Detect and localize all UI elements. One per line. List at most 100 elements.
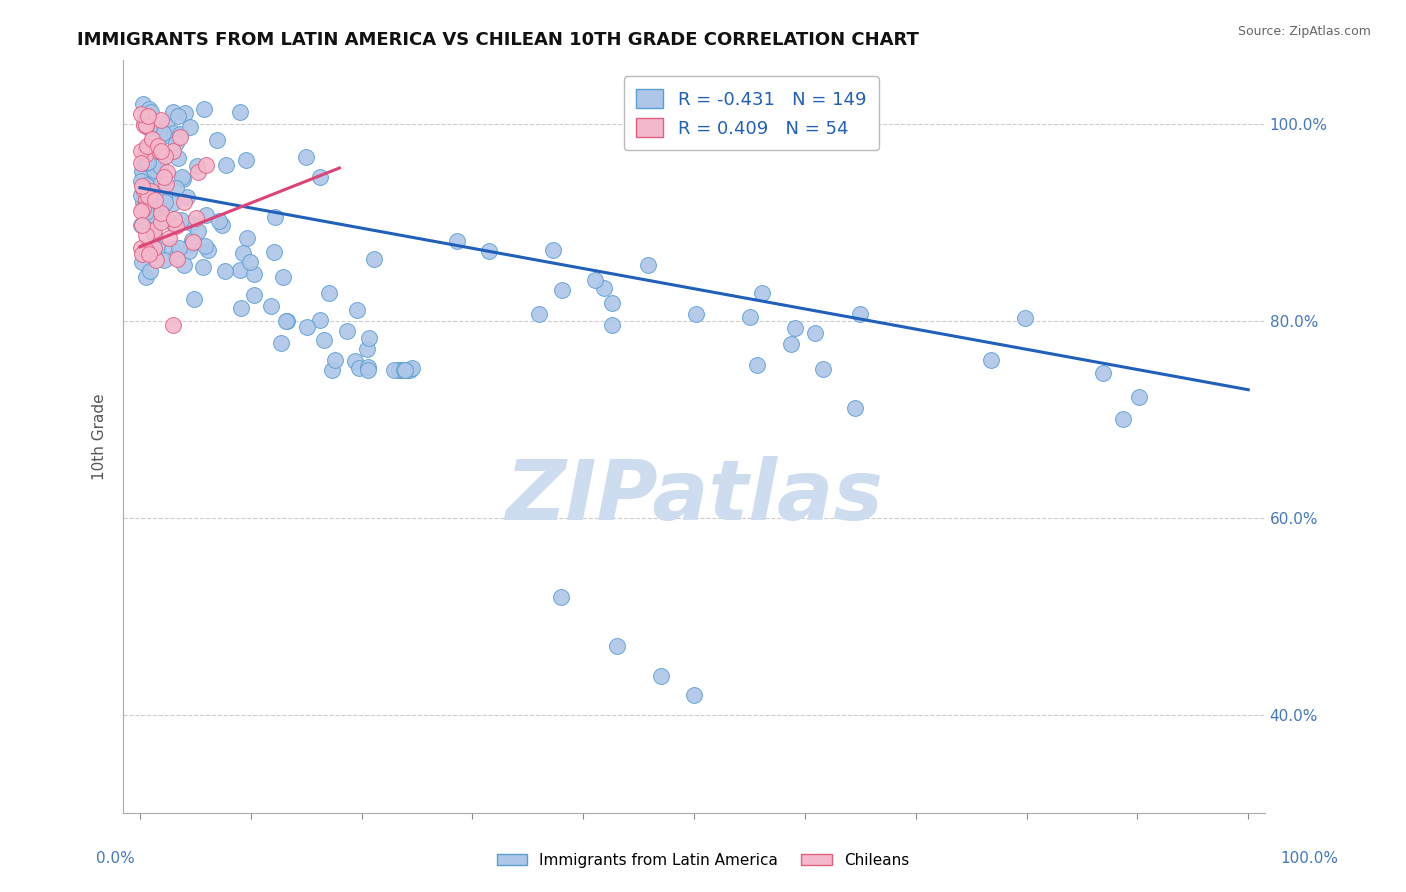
- Point: [382, 363, 405, 377]
- Point: [785, 320, 807, 334]
- Point: [148, 159, 170, 173]
- Point: [146, 242, 169, 256]
- Point: [263, 245, 285, 260]
- Point: [194, 238, 217, 252]
- Point: [131, 164, 153, 178]
- Point: [139, 105, 162, 120]
- Point: [135, 119, 157, 133]
- Point: [162, 215, 184, 229]
- Point: [165, 219, 187, 233]
- Point: [745, 358, 768, 372]
- Point: [388, 363, 411, 377]
- Point: [148, 194, 170, 209]
- Point: [318, 285, 340, 300]
- Point: [143, 163, 166, 178]
- Point: [172, 169, 194, 184]
- Point: [129, 144, 152, 158]
- Point: [131, 255, 153, 269]
- Text: 0.0%: 0.0%: [96, 852, 135, 866]
- Point: [146, 139, 169, 153]
- Point: [593, 281, 616, 295]
- Point: [583, 273, 606, 287]
- Point: [401, 360, 423, 375]
- Point: [363, 252, 385, 267]
- Point: [323, 353, 346, 368]
- Point: [388, 363, 411, 377]
- Point: [813, 361, 835, 376]
- Point: [849, 307, 872, 321]
- Point: [149, 122, 172, 136]
- Point: [152, 169, 174, 184]
- Point: [129, 218, 152, 232]
- Point: [242, 288, 264, 302]
- Point: [395, 363, 418, 377]
- Point: [264, 210, 287, 224]
- Point: [602, 295, 624, 310]
- Point: [229, 301, 252, 315]
- Point: [129, 187, 152, 202]
- Point: [141, 184, 163, 198]
- Point: [135, 119, 157, 133]
- Point: [605, 639, 627, 653]
- Y-axis label: 10th Grade: 10th Grade: [93, 393, 107, 480]
- Point: [138, 247, 160, 261]
- Point: [135, 144, 157, 158]
- Point: [186, 159, 208, 173]
- Point: [229, 263, 252, 277]
- Legend: Immigrants from Latin America, Chileans: Immigrants from Latin America, Chileans: [491, 847, 915, 873]
- Point: [181, 233, 204, 247]
- Point: [131, 218, 153, 232]
- Point: [136, 111, 159, 125]
- Point: [167, 241, 190, 255]
- Point: [172, 172, 194, 186]
- Point: [478, 244, 501, 258]
- Point: [650, 668, 672, 682]
- Point: [271, 269, 294, 284]
- Point: [156, 115, 179, 129]
- Point: [357, 359, 380, 374]
- Point: [637, 258, 659, 272]
- Point: [180, 216, 202, 230]
- Point: [169, 127, 191, 141]
- Point: [295, 319, 318, 334]
- Point: [197, 244, 219, 258]
- Point: [135, 178, 157, 192]
- Point: [336, 324, 359, 338]
- Point: [135, 147, 157, 161]
- Point: [295, 150, 318, 164]
- Point: [141, 220, 163, 235]
- Point: [141, 246, 163, 260]
- Point: [129, 107, 152, 121]
- Point: [166, 109, 188, 123]
- Point: [170, 212, 193, 227]
- Point: [148, 144, 170, 158]
- Point: [550, 283, 572, 297]
- Point: [150, 199, 173, 213]
- Point: [141, 132, 163, 146]
- Point: [150, 215, 173, 229]
- Point: [1112, 412, 1135, 426]
- Point: [157, 230, 180, 244]
- Point: [169, 129, 191, 144]
- Point: [346, 303, 368, 318]
- Point: [232, 246, 254, 260]
- Point: [139, 264, 162, 278]
- Point: [550, 590, 572, 604]
- Point: [149, 177, 172, 191]
- Point: [166, 252, 188, 266]
- Point: [179, 120, 201, 134]
- Point: [308, 170, 330, 185]
- Point: [685, 307, 707, 321]
- Point: [138, 103, 160, 117]
- Point: [527, 307, 550, 321]
- Point: [132, 202, 155, 216]
- Point: [167, 151, 190, 165]
- Point: [135, 244, 157, 258]
- Point: [357, 331, 380, 345]
- Point: [179, 244, 201, 258]
- Point: [541, 244, 564, 258]
- Point: [132, 167, 155, 181]
- Point: [162, 195, 184, 210]
- Point: [136, 155, 159, 169]
- Point: [145, 169, 167, 184]
